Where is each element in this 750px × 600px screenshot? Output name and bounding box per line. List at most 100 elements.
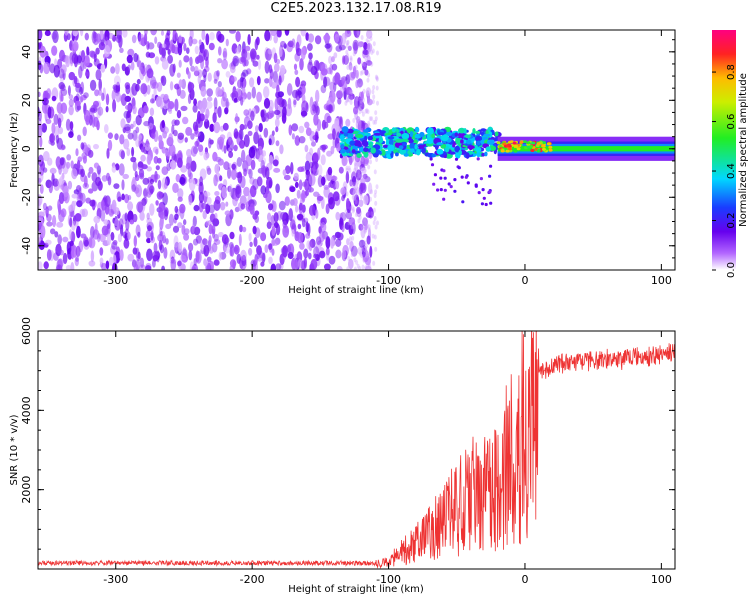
heatmap-cell <box>274 98 279 111</box>
heatmap-cell <box>279 64 286 75</box>
heatmap-cell <box>175 245 179 252</box>
heatmap-cell <box>378 136 384 144</box>
heatmap-cell <box>111 165 117 173</box>
heatmap-cell <box>300 110 308 117</box>
heatmap-cell <box>208 204 215 214</box>
heatmap-cell <box>508 140 512 144</box>
heatmap-cell <box>205 108 210 119</box>
heatmap-cell <box>467 145 475 150</box>
heatmap-cell <box>140 154 146 162</box>
heatmap-cell <box>370 189 373 195</box>
heatmap-cell <box>346 94 350 100</box>
heatmap-cell <box>349 55 353 61</box>
heatmap-cell <box>38 261 43 270</box>
heatmap-cell <box>265 190 272 204</box>
heatmap-cell <box>481 152 485 157</box>
colorbar-tick-label: 0.4 <box>726 163 737 179</box>
heatmap-cell <box>374 116 378 122</box>
heatmap-cell <box>363 62 367 68</box>
heatmap-cell <box>241 254 247 267</box>
heatmap-cell <box>95 176 102 187</box>
heatmap-cell <box>354 64 358 70</box>
heatmap-cell <box>371 233 375 239</box>
heatmap-cell <box>68 229 73 241</box>
heatmap-cell <box>345 98 349 103</box>
heatmap-cell <box>361 264 365 270</box>
heatmap-cell <box>372 41 376 47</box>
heatmap-cell <box>291 133 295 140</box>
heatmap-cell <box>304 178 310 192</box>
heatmap-cell <box>147 42 155 50</box>
heatmap-cell <box>248 146 256 159</box>
heatmap-cell <box>178 59 182 68</box>
heatmap-cell <box>293 172 299 180</box>
heatmap-cell <box>348 156 353 166</box>
heatmap-cell <box>299 57 304 71</box>
heatmap-cell <box>267 48 273 55</box>
heatmap-cell <box>66 161 71 169</box>
heatmap-cell <box>304 121 310 129</box>
heatmap-cell <box>366 42 373 52</box>
heatmap-cell <box>367 120 371 126</box>
heatmap-cell <box>268 256 273 265</box>
heatmap-cell <box>178 34 182 44</box>
heatmap-cell <box>155 165 160 171</box>
heatmap-cell <box>365 38 369 44</box>
heatmap-cell <box>51 95 57 102</box>
heatmap-cell <box>312 101 318 114</box>
heatmap-cell <box>193 204 200 212</box>
heatmap-cell <box>489 164 493 168</box>
heatmap-cell <box>61 144 66 150</box>
heatmap-cell <box>309 161 314 169</box>
heatmap-cell <box>426 138 434 144</box>
heatmap-cell <box>115 34 122 43</box>
heatmap-cell <box>203 244 210 257</box>
heatmap-cell <box>367 50 371 56</box>
heatmap-cell <box>250 159 256 170</box>
heatmap-cell <box>275 140 280 147</box>
heatmap-cell <box>122 173 129 180</box>
heatmap-cell <box>138 33 145 46</box>
heatmap-cell <box>186 47 190 54</box>
heatmap-cell <box>436 148 444 155</box>
heatmap-cell <box>358 41 365 48</box>
spectrogram-y-axis-label: Frequency (Hz) <box>9 112 20 188</box>
heatmap-cell <box>368 182 373 195</box>
heatmap-cell <box>313 113 319 126</box>
heatmap-cell <box>364 69 369 76</box>
heatmap-cell <box>62 252 68 265</box>
heatmap-cell <box>363 156 370 165</box>
heatmap-cell <box>177 241 183 253</box>
heatmap-cell <box>240 56 246 63</box>
heatmap-cell <box>130 123 134 129</box>
heatmap-cell <box>355 79 359 89</box>
heatmap-cell <box>251 86 256 99</box>
heatmap-cell <box>146 166 152 172</box>
heatmap-cell <box>237 171 243 184</box>
heatmap-cell <box>409 142 416 150</box>
heatmap-cell <box>343 55 349 65</box>
heatmap-cell <box>442 169 446 173</box>
heatmap-cell <box>353 106 359 115</box>
heatmap-cell <box>133 263 139 270</box>
heatmap-cell <box>345 49 349 55</box>
heatmap-cell <box>443 188 447 192</box>
heatmap-cell <box>67 85 71 96</box>
heatmap-cell <box>72 200 78 206</box>
heatmap-cell <box>346 39 350 45</box>
heatmap-cell <box>363 194 369 205</box>
heatmap-cell <box>331 175 338 181</box>
heatmap-cell <box>157 41 162 49</box>
heatmap-cell <box>484 151 488 157</box>
heatmap-cell <box>345 210 352 220</box>
heatmap-cell <box>315 89 320 103</box>
heatmap-cell <box>258 134 262 146</box>
heatmap-cell <box>275 263 282 270</box>
heatmap-cell <box>167 101 175 109</box>
heatmap-cell <box>75 245 81 257</box>
heatmap-cell <box>191 38 198 45</box>
heatmap-cell <box>360 81 364 87</box>
heatmap-cell <box>328 104 334 114</box>
heatmap-cell <box>355 134 364 138</box>
heatmap-cell <box>146 41 150 50</box>
